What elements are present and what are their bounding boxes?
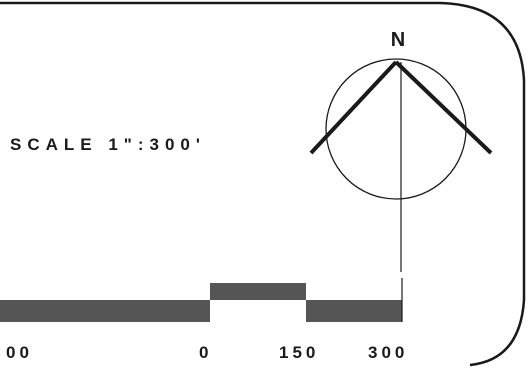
scale-tick-label: 0 (199, 343, 212, 362)
scale-tick-label: 150 (279, 343, 319, 362)
scale-tick-label: 00 (6, 343, 33, 362)
north-arrow-right-arm (394, 60, 493, 155)
north-arrow: N (309, 29, 493, 272)
scale-label: SCALE 1":300' (10, 135, 206, 154)
north-arrow-circle (325, 58, 467, 200)
north-arrow-left-arm (309, 60, 398, 155)
north-label: N (391, 29, 405, 51)
scale-tick-label: 300 (368, 343, 408, 362)
scale-bar-segment-middle (210, 283, 306, 300)
scale-bar-segment-left (0, 300, 210, 322)
scale-bar (0, 278, 403, 322)
scale-bar-segment-right (306, 300, 402, 322)
